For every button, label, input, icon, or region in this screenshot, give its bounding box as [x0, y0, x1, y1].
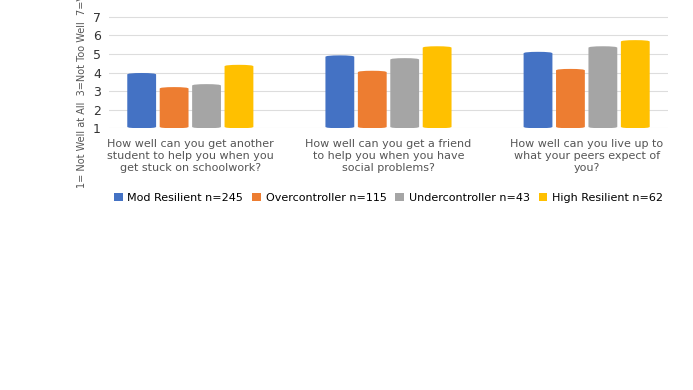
FancyBboxPatch shape — [588, 46, 617, 128]
FancyBboxPatch shape — [225, 65, 254, 128]
FancyBboxPatch shape — [358, 71, 387, 128]
FancyBboxPatch shape — [159, 87, 188, 128]
FancyBboxPatch shape — [192, 84, 221, 128]
FancyBboxPatch shape — [326, 55, 354, 128]
FancyBboxPatch shape — [621, 40, 650, 128]
FancyBboxPatch shape — [524, 52, 552, 128]
FancyBboxPatch shape — [556, 69, 585, 128]
Y-axis label: 1= Not Well at All  3=Not Too Well  7=Very Well: 1= Not Well at All 3=Not Too Well 7=Very… — [78, 0, 87, 188]
FancyBboxPatch shape — [390, 58, 419, 128]
Legend: Mod Resilient n=245, Overcontroller n=115, Undercontroller n=43, High Resilient : Mod Resilient n=245, Overcontroller n=11… — [109, 188, 667, 207]
FancyBboxPatch shape — [423, 46, 452, 128]
FancyBboxPatch shape — [128, 73, 156, 128]
